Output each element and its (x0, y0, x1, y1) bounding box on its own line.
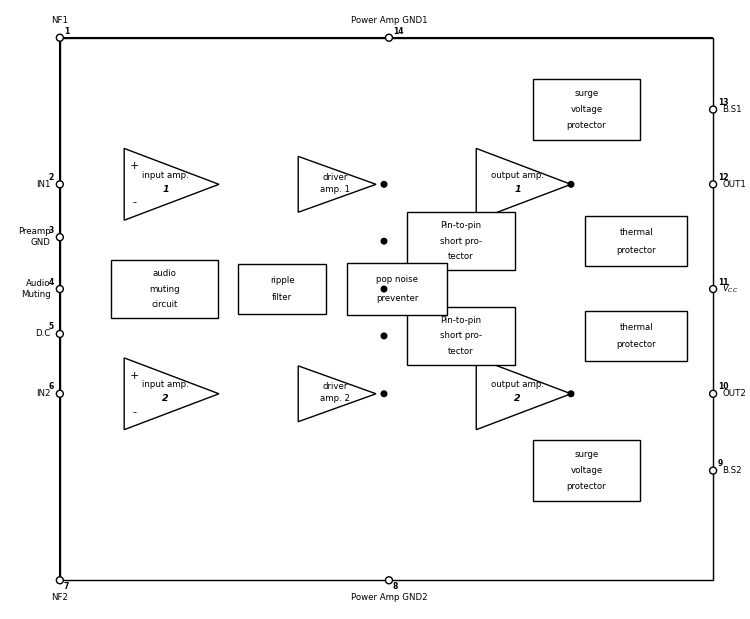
Text: input amp.: input amp. (142, 380, 189, 389)
Circle shape (381, 391, 387, 397)
Text: +: + (130, 371, 139, 381)
Circle shape (56, 331, 63, 337)
Text: voltage: voltage (570, 105, 602, 114)
Circle shape (568, 181, 574, 187)
Text: B.S1: B.S1 (722, 105, 742, 114)
Bar (407, 212, 515, 270)
Text: pop noise: pop noise (376, 275, 418, 284)
Text: ripple: ripple (270, 275, 295, 285)
Text: thermal: thermal (620, 322, 653, 332)
Text: tector: tector (448, 347, 473, 356)
Circle shape (386, 577, 392, 584)
Bar (532, 439, 640, 501)
Text: short pro-: short pro- (440, 236, 482, 246)
Text: audio: audio (153, 269, 176, 279)
Text: 2: 2 (162, 394, 169, 403)
Text: 1: 1 (64, 27, 69, 37)
Bar (407, 307, 515, 365)
Text: Audio
Muting: Audio Muting (21, 279, 51, 299)
Circle shape (710, 285, 716, 293)
Text: 9: 9 (718, 459, 723, 468)
Text: NF2: NF2 (51, 593, 68, 602)
Text: IN2: IN2 (36, 389, 51, 398)
Text: NF1: NF1 (51, 16, 68, 25)
Text: $V_{CC}$: $V_{CC}$ (722, 283, 739, 295)
Text: 13: 13 (718, 98, 728, 107)
Text: B.S2: B.S2 (722, 466, 742, 475)
Text: 1: 1 (162, 185, 169, 194)
Text: 3: 3 (49, 226, 54, 235)
Text: +: + (130, 162, 139, 171)
Text: protector: protector (616, 340, 656, 349)
Circle shape (710, 106, 716, 113)
Bar (60, 38, 713, 580)
Text: short pro-: short pro- (440, 331, 482, 340)
Text: 4: 4 (49, 277, 54, 287)
Text: 8: 8 (393, 582, 398, 591)
Circle shape (381, 286, 387, 292)
Text: 1: 1 (514, 185, 521, 194)
Text: thermal: thermal (620, 228, 653, 237)
Text: surge: surge (574, 89, 598, 98)
Text: Power Amp GND1: Power Amp GND1 (351, 16, 427, 25)
Text: amp. 1: amp. 1 (320, 185, 350, 194)
Text: driver: driver (322, 383, 348, 391)
Circle shape (56, 577, 63, 584)
Circle shape (56, 285, 63, 293)
Text: 11: 11 (718, 277, 728, 287)
Text: 6: 6 (49, 383, 54, 391)
Text: driver: driver (322, 173, 348, 182)
Text: OUT1: OUT1 (722, 180, 746, 189)
Text: protector: protector (616, 246, 656, 254)
Text: -: - (132, 407, 136, 417)
Bar (586, 216, 687, 266)
Text: filter: filter (272, 293, 292, 303)
Circle shape (381, 333, 387, 339)
Bar (532, 79, 640, 141)
Bar (586, 311, 687, 361)
Text: protector: protector (567, 121, 606, 131)
Text: 14: 14 (393, 27, 404, 37)
Bar (347, 263, 447, 315)
Text: 12: 12 (718, 173, 728, 182)
Text: 7: 7 (64, 582, 69, 591)
Circle shape (56, 234, 63, 241)
Bar (111, 260, 218, 318)
Text: circuit: circuit (152, 300, 178, 309)
Text: IN1: IN1 (36, 180, 51, 189)
Text: preventer: preventer (376, 294, 419, 303)
Text: -: - (132, 197, 136, 207)
Circle shape (710, 391, 716, 397)
Circle shape (386, 34, 392, 41)
Circle shape (56, 391, 63, 397)
Circle shape (710, 181, 716, 188)
Text: tector: tector (448, 252, 473, 261)
Text: 10: 10 (718, 383, 728, 391)
Text: 2: 2 (49, 173, 54, 182)
Text: Pin-to-pin: Pin-to-pin (440, 316, 482, 325)
Text: input amp.: input amp. (142, 171, 189, 180)
Circle shape (56, 34, 63, 41)
Circle shape (568, 391, 574, 397)
Text: surge: surge (574, 450, 598, 459)
Text: Power Amp GND2: Power Amp GND2 (351, 593, 427, 602)
Text: 5: 5 (49, 322, 54, 331)
Text: output amp.: output amp. (491, 380, 544, 389)
Circle shape (381, 238, 387, 244)
Text: D.C: D.C (35, 329, 51, 339)
Text: muting: muting (149, 285, 180, 293)
Text: output amp.: output amp. (491, 171, 544, 180)
Bar (238, 264, 326, 314)
Text: 2: 2 (514, 394, 521, 403)
Text: protector: protector (567, 482, 606, 491)
Text: OUT2: OUT2 (722, 389, 746, 398)
Text: Pin-to-pin: Pin-to-pin (440, 222, 482, 230)
Text: Preamp
GND: Preamp GND (18, 228, 51, 247)
Text: amp. 2: amp. 2 (320, 394, 350, 403)
Text: voltage: voltage (570, 466, 602, 475)
Circle shape (710, 467, 716, 474)
Circle shape (381, 181, 387, 187)
Circle shape (56, 181, 63, 188)
